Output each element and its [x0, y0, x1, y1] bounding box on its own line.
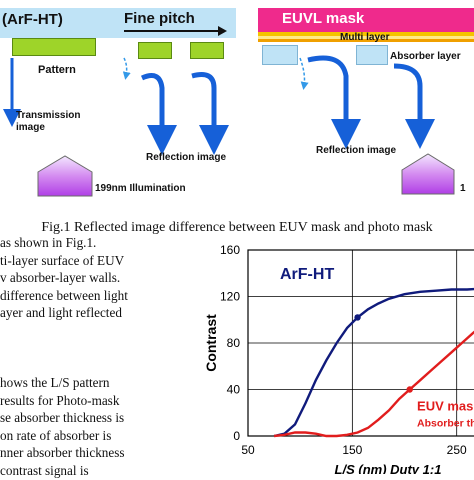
body-paragraph-1: as shown in Fig.1. ti-layer surface of E… [0, 234, 148, 322]
legend-label-euv-mask: EUV mask [417, 398, 474, 413]
series-marker-arf-ht [354, 314, 361, 321]
illumination-shape [37, 155, 93, 197]
text-line: contrast signal is [0, 462, 89, 478]
text-line: results for Photo-mask [0, 392, 120, 408]
absorber-label: Absorber layer [390, 51, 461, 62]
body-paragraph-2: hows the L/S pattern results for Photo-m… [0, 374, 148, 480]
x-tick-label: 250 [447, 443, 467, 457]
x-axis-label: L/S (nm) Duty 1:1 [335, 462, 442, 474]
pattern-label: Pattern [38, 64, 76, 76]
text-line: on rate of absorber is [0, 427, 112, 443]
euvl-mask-bar [258, 8, 474, 32]
figure-1: (ArF-HT) Fine pitch Pattern EUVL mask Mu… [0, 0, 474, 200]
contrast-chart: 0 40 80 120 160 50 150 250 Contrast L/S (nm) Duty… [203, 243, 474, 474]
reflection-arrow [393, 63, 435, 149]
reflection-arrow [191, 72, 229, 155]
pattern-block [190, 42, 224, 59]
multi-layer-strip [258, 39, 474, 42]
series-marker-euv-mask [406, 386, 413, 393]
dashed-arrow [299, 57, 309, 90]
x-tick-label: 150 [342, 443, 362, 457]
y-tick-label: 120 [220, 290, 240, 304]
y-tick-label: 160 [220, 243, 240, 257]
arf-mask-bar [0, 8, 236, 38]
dashed-arrow [122, 57, 131, 80]
euvl-mask-label: EUVL mask [282, 10, 365, 27]
reflection-arrow [140, 73, 177, 155]
fine-pitch-label: Fine pitch [124, 10, 195, 27]
x-tick-label: 50 [241, 443, 255, 457]
illumination-shape-right [401, 153, 455, 195]
series-line-euv-mask [273, 330, 474, 438]
reflection-image-label-right: Reflection image [316, 145, 397, 156]
text-line: nner absorber thickness [0, 445, 125, 461]
y-tick-label: 40 [227, 383, 241, 397]
series-line-arf-ht [273, 287, 474, 438]
pattern-block [12, 38, 96, 56]
fine-pitch-arrowhead [218, 26, 227, 36]
light-arrows [3, 55, 435, 155]
multi-layer-label: Multi layer [340, 32, 390, 43]
text-line: se absorber thickness is [0, 410, 125, 426]
legend-label-arf-ht: ArF-HT [280, 266, 334, 283]
text-line: ti-layer surface of EUV [0, 252, 125, 268]
pattern-block [138, 42, 172, 59]
text-line: difference between light [0, 287, 128, 303]
reflection-arrow [307, 55, 361, 149]
reflection-image-label: Reflection image [146, 152, 227, 163]
transmission-image-label: Transmission image [16, 110, 81, 133]
multi-layer-strip [258, 36, 474, 39]
y-axis-label: Contrast [203, 314, 219, 372]
illumination-label: 199nm Illumination [95, 183, 186, 194]
legend-sublabel-absorber-thickness: Absorber thickness [417, 418, 474, 430]
y-tick-label: 0 [233, 429, 240, 443]
y-tick-label: 80 [227, 336, 241, 350]
multi-layer-strip [258, 32, 474, 36]
text-line: v absorber-layer walls. [0, 270, 121, 286]
absorber-block [262, 45, 298, 65]
absorber-block [356, 45, 388, 65]
text-line: as shown in Fig.1. [0, 235, 97, 250]
fine-pitch-arrow [124, 30, 220, 32]
illumination-label-right: 1 [460, 183, 466, 194]
figure-caption: Fig.1 Reflected image difference between… [41, 220, 433, 235]
text-line: ayer and light reflected [0, 305, 122, 321]
text-line: hows the L/S pattern [0, 375, 110, 390]
arf-mask-label: (ArF-HT) [2, 11, 63, 28]
